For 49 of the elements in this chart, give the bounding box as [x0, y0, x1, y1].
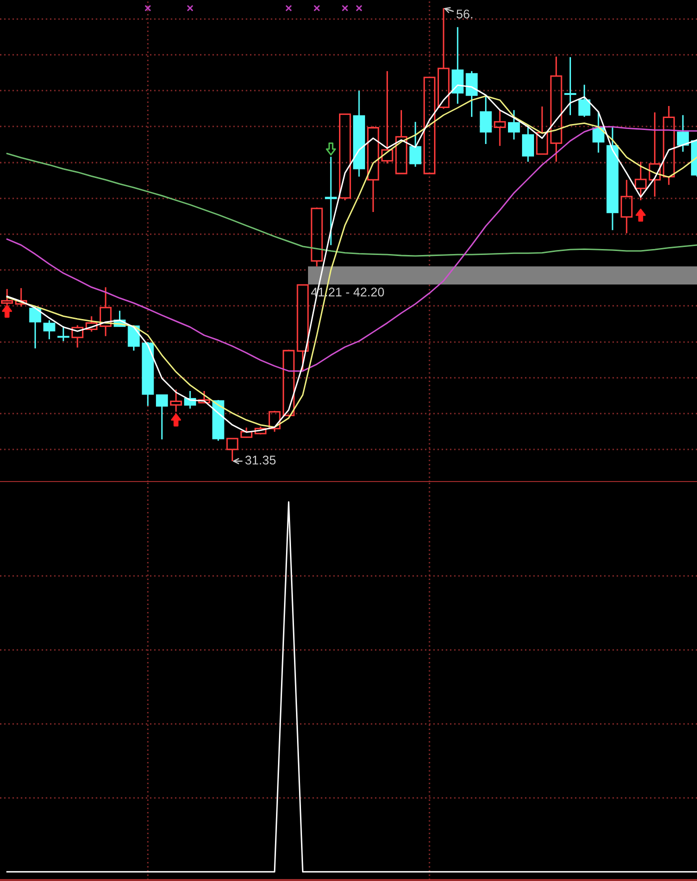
candlestick — [142, 341, 154, 407]
candlestick — [676, 114, 689, 152]
candlestick — [606, 126, 618, 231]
point — [285, 4, 292, 12]
candlestick — [522, 124, 534, 162]
annotation: 56. — [456, 10, 472, 18]
point — [356, 4, 362, 12]
annotation: 31.35 — [245, 456, 276, 465]
candlestick — [592, 111, 604, 154]
candlestick — [100, 286, 112, 337]
point — [170, 413, 182, 426]
candlestick — [564, 56, 576, 116]
candlestick — [367, 126, 380, 213]
candlestick — [480, 96, 492, 145]
candlestick — [438, 7, 450, 110]
candlestick — [296, 284, 309, 371]
point — [144, 4, 152, 12]
candlestick — [15, 287, 28, 308]
candlestick — [508, 109, 520, 140]
candlestick — [620, 179, 633, 234]
candlestick — [494, 109, 506, 147]
point — [342, 4, 348, 12]
candlestick — [466, 70, 478, 118]
candlestick — [71, 324, 84, 348]
point — [314, 4, 320, 12]
candlestick — [452, 26, 464, 104]
candlestick — [324, 156, 337, 246]
candlestick — [409, 121, 422, 168]
point — [186, 4, 194, 12]
candlestick — [536, 106, 548, 155]
candlestick — [170, 388, 182, 412]
candlestick — [395, 109, 408, 174]
candlestick — [550, 56, 562, 162]
candlestick — [578, 84, 590, 118]
candlestick — [43, 320, 56, 340]
candlestick — [634, 161, 647, 201]
point — [2, 304, 12, 318]
candlestick — [381, 70, 394, 164]
candlestick — [86, 316, 98, 332]
candlestick — [198, 390, 210, 404]
candlestick — [648, 112, 661, 198]
candlestick — [226, 438, 238, 462]
candlestick — [156, 394, 168, 440]
candlestick — [29, 306, 42, 350]
candlestick — [57, 325, 70, 342]
point — [636, 208, 646, 222]
candlestick — [353, 90, 366, 178]
point — [326, 142, 336, 156]
candlestick — [662, 105, 675, 186]
